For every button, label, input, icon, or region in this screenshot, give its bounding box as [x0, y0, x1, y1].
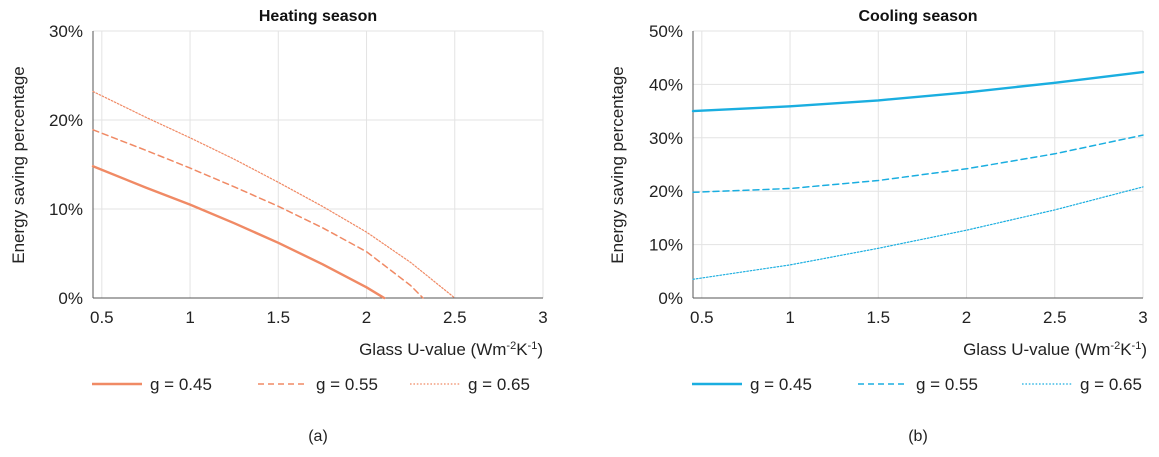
xlabel-part: K	[516, 340, 528, 359]
x-tick-label: 1.5	[866, 308, 890, 327]
x-tick-label: 2.5	[1043, 308, 1067, 327]
panel-label: (a)	[308, 428, 328, 445]
xlabel-part: -1	[528, 340, 538, 352]
y-tick-label: 20%	[49, 111, 83, 130]
legend-label: g = 0.45	[150, 375, 212, 394]
legend-label: g = 0.55	[316, 375, 378, 394]
x-tick-label: 2	[962, 308, 971, 327]
x-tick-label: 2.5	[443, 308, 467, 327]
chart-panel-heating: 0% 10% 20% 30% 0.5 1 1.5 2 2.5 3 Heating season Ene…	[9, 8, 548, 445]
y-tick-label: 50%	[649, 22, 683, 41]
x-tick-label: 1	[785, 308, 794, 327]
series-line	[692, 186, 1144, 280]
series-line	[692, 134, 1144, 194]
xlabel-part: -2	[506, 340, 516, 352]
chart-title: Heating season	[259, 8, 377, 25]
series-line	[92, 129, 424, 299]
xlabel-part: Glass U-value (Wm	[359, 340, 506, 359]
y-tick-label: 0%	[58, 289, 83, 308]
legend: g = 0.45 g = 0.55 g = 0.65	[692, 375, 1142, 394]
xlabel-part: -1	[1132, 340, 1142, 352]
xlabel-part: )	[1141, 340, 1147, 359]
x-tick-label: 3	[538, 308, 547, 327]
x-tick-label: 0.5	[690, 308, 714, 327]
chart-panel-cooling: 0% 10% 20% 30% 40% 50% 0.5 1 1.5 2 2.5 3 Cooling sea…	[608, 8, 1148, 445]
x-tick-label: 3	[1138, 308, 1147, 327]
x-tick-label: 0.5	[90, 308, 114, 327]
y-tick-label: 10%	[649, 236, 683, 255]
x-tick-label: 1.5	[266, 308, 290, 327]
legend-label: g = 0.45	[750, 375, 812, 394]
y-tick-label: 20%	[649, 182, 683, 201]
y-tick-label: 30%	[49, 22, 83, 41]
x-axis-label: Glass U-value (Wm-2K-1)	[359, 340, 543, 359]
x-tick-label: 1	[185, 308, 194, 327]
x-tick-label: 2	[362, 308, 371, 327]
y-axis-label: Energy saving percentage	[9, 66, 28, 264]
series-line	[691, 70, 1145, 113]
xlabel-part: -2	[1110, 340, 1120, 352]
x-axis-label: Glass U-value (Wm-2K-1)	[963, 340, 1147, 359]
chart-title: Cooling season	[858, 8, 977, 25]
y-tick-label: 30%	[649, 129, 683, 148]
legend-label: g = 0.55	[916, 375, 978, 394]
xlabel-part: K	[1120, 340, 1132, 359]
legend: g = 0.45 g = 0.55 g = 0.65	[92, 375, 530, 394]
legend-label: g = 0.65	[468, 375, 530, 394]
xlabel-part: )	[537, 340, 543, 359]
legend-label: g = 0.65	[1080, 375, 1142, 394]
series-line	[92, 90, 456, 299]
xlabel-part: Glass U-value (Wm	[963, 340, 1110, 359]
y-tick-label: 10%	[49, 200, 83, 219]
panel-label: (b)	[908, 428, 928, 445]
series-line	[91, 165, 386, 300]
y-tick-label: 40%	[649, 75, 683, 94]
y-axis-label: Energy saving percentage	[608, 66, 627, 264]
y-tick-label: 0%	[658, 289, 683, 308]
